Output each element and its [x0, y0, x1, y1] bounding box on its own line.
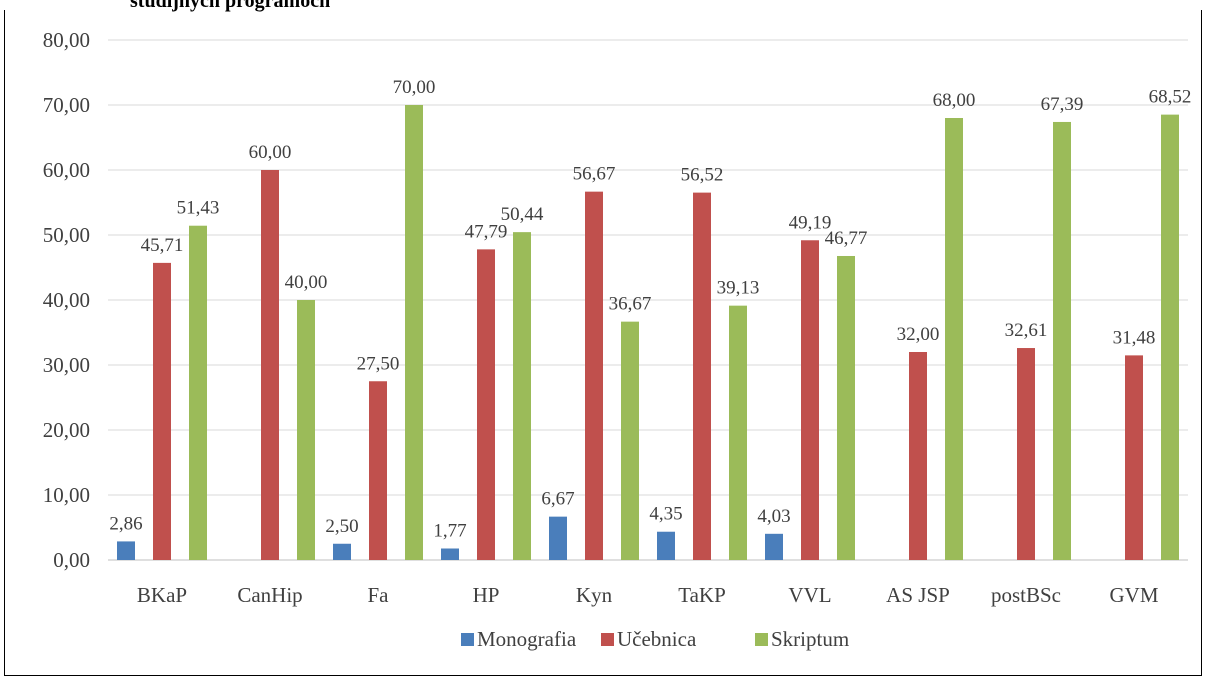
- legend: Monografia Učebnica Skriptum: [461, 627, 849, 651]
- data-label: 56,67: [573, 164, 616, 185]
- data-label: 68,00: [933, 90, 976, 111]
- data-label: 1,77: [433, 520, 466, 541]
- legend-swatch-monografia: [461, 633, 474, 646]
- bar-monografia: [657, 531, 675, 560]
- data-label: 67,39: [1041, 94, 1084, 115]
- data-label: 31,48: [1113, 327, 1156, 348]
- bar-učebnica: [909, 352, 927, 560]
- bar-učebnica: [261, 170, 279, 560]
- data-label: 49,19: [789, 212, 832, 233]
- y-tick-label: 10,00: [43, 483, 90, 507]
- x-tick-label: postBSc: [991, 583, 1061, 607]
- y-tick-label: 0,00: [53, 548, 90, 572]
- y-tick-label: 20,00: [43, 418, 90, 442]
- bar-monografia: [549, 516, 567, 560]
- bar-učebnica: [153, 262, 171, 560]
- bar-monografia: [333, 543, 351, 560]
- x-tick-label: AS JSP: [886, 583, 950, 607]
- data-label: 51,43: [177, 198, 220, 219]
- data-label: 60,00: [249, 142, 292, 163]
- gridlines: [108, 39, 1188, 561]
- bar-skriptum: [729, 305, 747, 560]
- data-label: 6,67: [541, 489, 574, 510]
- data-label: 68,52: [1149, 87, 1192, 108]
- data-label: 46,77: [825, 228, 868, 249]
- data-label: 32,61: [1005, 320, 1048, 341]
- data-label: 56,52: [681, 165, 724, 186]
- bar-skriptum: [189, 225, 207, 560]
- y-tick-label: 70,00: [43, 93, 90, 117]
- bar-učebnica: [1017, 348, 1035, 560]
- bar-skriptum: [297, 300, 315, 560]
- x-tick-label: TaKP: [678, 583, 726, 607]
- y-tick-label: 50,00: [43, 223, 90, 247]
- data-label: 40,00: [285, 272, 328, 293]
- data-labels: 2,86 45,71 51,43 60,00 40,00 2,50 27,50 70,00 1,…: [109, 77, 1191, 541]
- bar-skriptum: [621, 321, 639, 560]
- data-label: 27,50: [357, 353, 400, 374]
- bar-učebnica: [693, 192, 711, 560]
- data-label: 2,50: [325, 516, 358, 537]
- data-label: 4,35: [649, 504, 682, 525]
- data-label: 50,44: [501, 204, 544, 225]
- y-tick-label: 80,00: [43, 28, 90, 52]
- y-tick-label: 60,00: [43, 158, 90, 182]
- data-label: 47,79: [465, 221, 508, 242]
- legend-label: Monografia: [477, 627, 577, 651]
- chart-frame: [4, 10, 1202, 676]
- y-tick-label: 40,00: [43, 288, 90, 312]
- bar-učebnica: [477, 249, 495, 561]
- x-tick-label: HP: [473, 583, 500, 607]
- x-tick-label: BKaP: [137, 583, 187, 607]
- legend-swatch-učebnica: [601, 633, 614, 646]
- bar-monografia: [117, 541, 135, 560]
- data-label: 45,71: [141, 235, 184, 256]
- bar-učebnica: [369, 381, 387, 560]
- bar-učebnica: [585, 191, 603, 560]
- x-tick-label: VVL: [788, 583, 831, 607]
- bar-skriptum: [1053, 121, 1071, 560]
- data-label: 39,13: [717, 278, 760, 299]
- bar-skriptum: [837, 255, 855, 560]
- data-label: 36,67: [609, 294, 652, 315]
- legend-label: Učebnica: [617, 627, 697, 651]
- bar-učebnica: [801, 240, 819, 560]
- y-tick-label: 30,00: [43, 353, 90, 377]
- bar-skriptum: [405, 105, 423, 560]
- x-axis-ticks: BKaP CanHip Fa HP Kyn TaKP VVL AS JSP postBSc GVM: [137, 583, 1159, 607]
- x-tick-label: GVM: [1109, 583, 1158, 607]
- data-label: 70,00: [393, 77, 436, 98]
- bar-monografia: [765, 533, 783, 560]
- data-label: 32,00: [897, 324, 940, 345]
- bar-učebnica: [1125, 355, 1143, 560]
- y-axis-ticks: 0,00 10,00 20,00 30,00 40,00 50,00 60,00 70,00 8…: [43, 28, 90, 572]
- legend-label: Skriptum: [771, 627, 849, 651]
- bar-skriptum: [945, 118, 963, 560]
- bars: [117, 105, 1179, 561]
- data-label: 4,03: [757, 506, 790, 527]
- legend-swatch-skriptum: [755, 633, 768, 646]
- data-label: 2,86: [109, 513, 142, 534]
- bar-skriptum: [1161, 114, 1179, 561]
- page-title: študijných programoch: [130, 0, 331, 12]
- x-tick-label: Kyn: [576, 583, 613, 607]
- x-tick-label: Fa: [368, 583, 390, 607]
- bar-skriptum: [513, 232, 531, 560]
- x-tick-label: CanHip: [237, 583, 302, 607]
- bar-monografia: [441, 548, 459, 560]
